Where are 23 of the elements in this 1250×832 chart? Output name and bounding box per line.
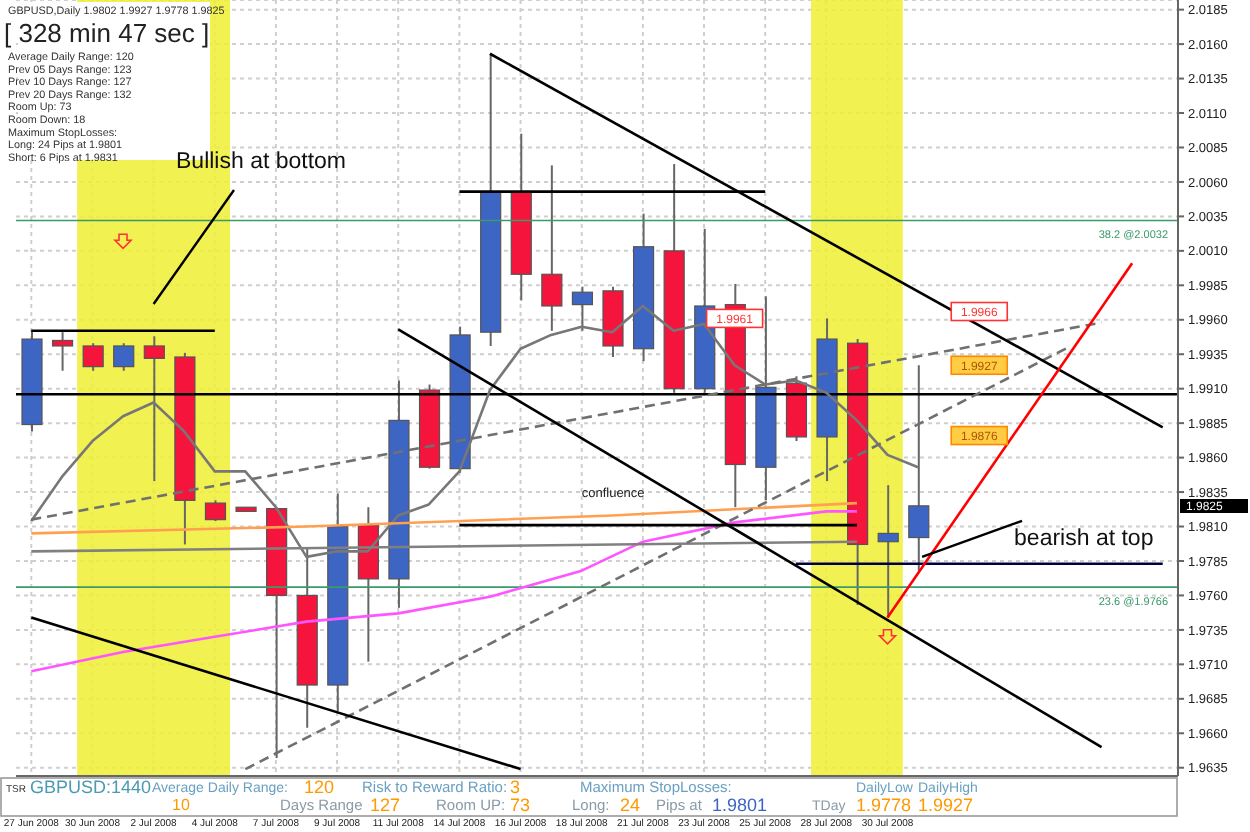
text: GBPUSD:1440 xyxy=(30,777,152,797)
candlestick xyxy=(877,484,899,619)
candlestick xyxy=(204,499,227,523)
annotation: bearish at top xyxy=(1014,526,1154,551)
candlestick xyxy=(541,164,563,332)
text: 1.9778 xyxy=(856,795,912,815)
text: 10 xyxy=(172,796,191,814)
candlestick xyxy=(908,364,930,572)
candlestick xyxy=(82,342,104,372)
candlestick xyxy=(571,285,594,332)
candlestick xyxy=(51,331,74,372)
candlestick xyxy=(143,335,165,483)
line-series xyxy=(29,510,859,673)
annotation: [ 328 min 47 sec ] xyxy=(4,18,210,48)
text: 1.9927 xyxy=(918,795,974,815)
text: 24 xyxy=(620,795,641,815)
text: 73 xyxy=(510,795,531,815)
text: 1.9801 xyxy=(712,795,768,815)
text: 120 xyxy=(304,777,335,797)
candlestick xyxy=(113,342,135,372)
text: 127 xyxy=(370,795,401,815)
line-series xyxy=(29,501,859,535)
text: 3 xyxy=(510,777,521,797)
